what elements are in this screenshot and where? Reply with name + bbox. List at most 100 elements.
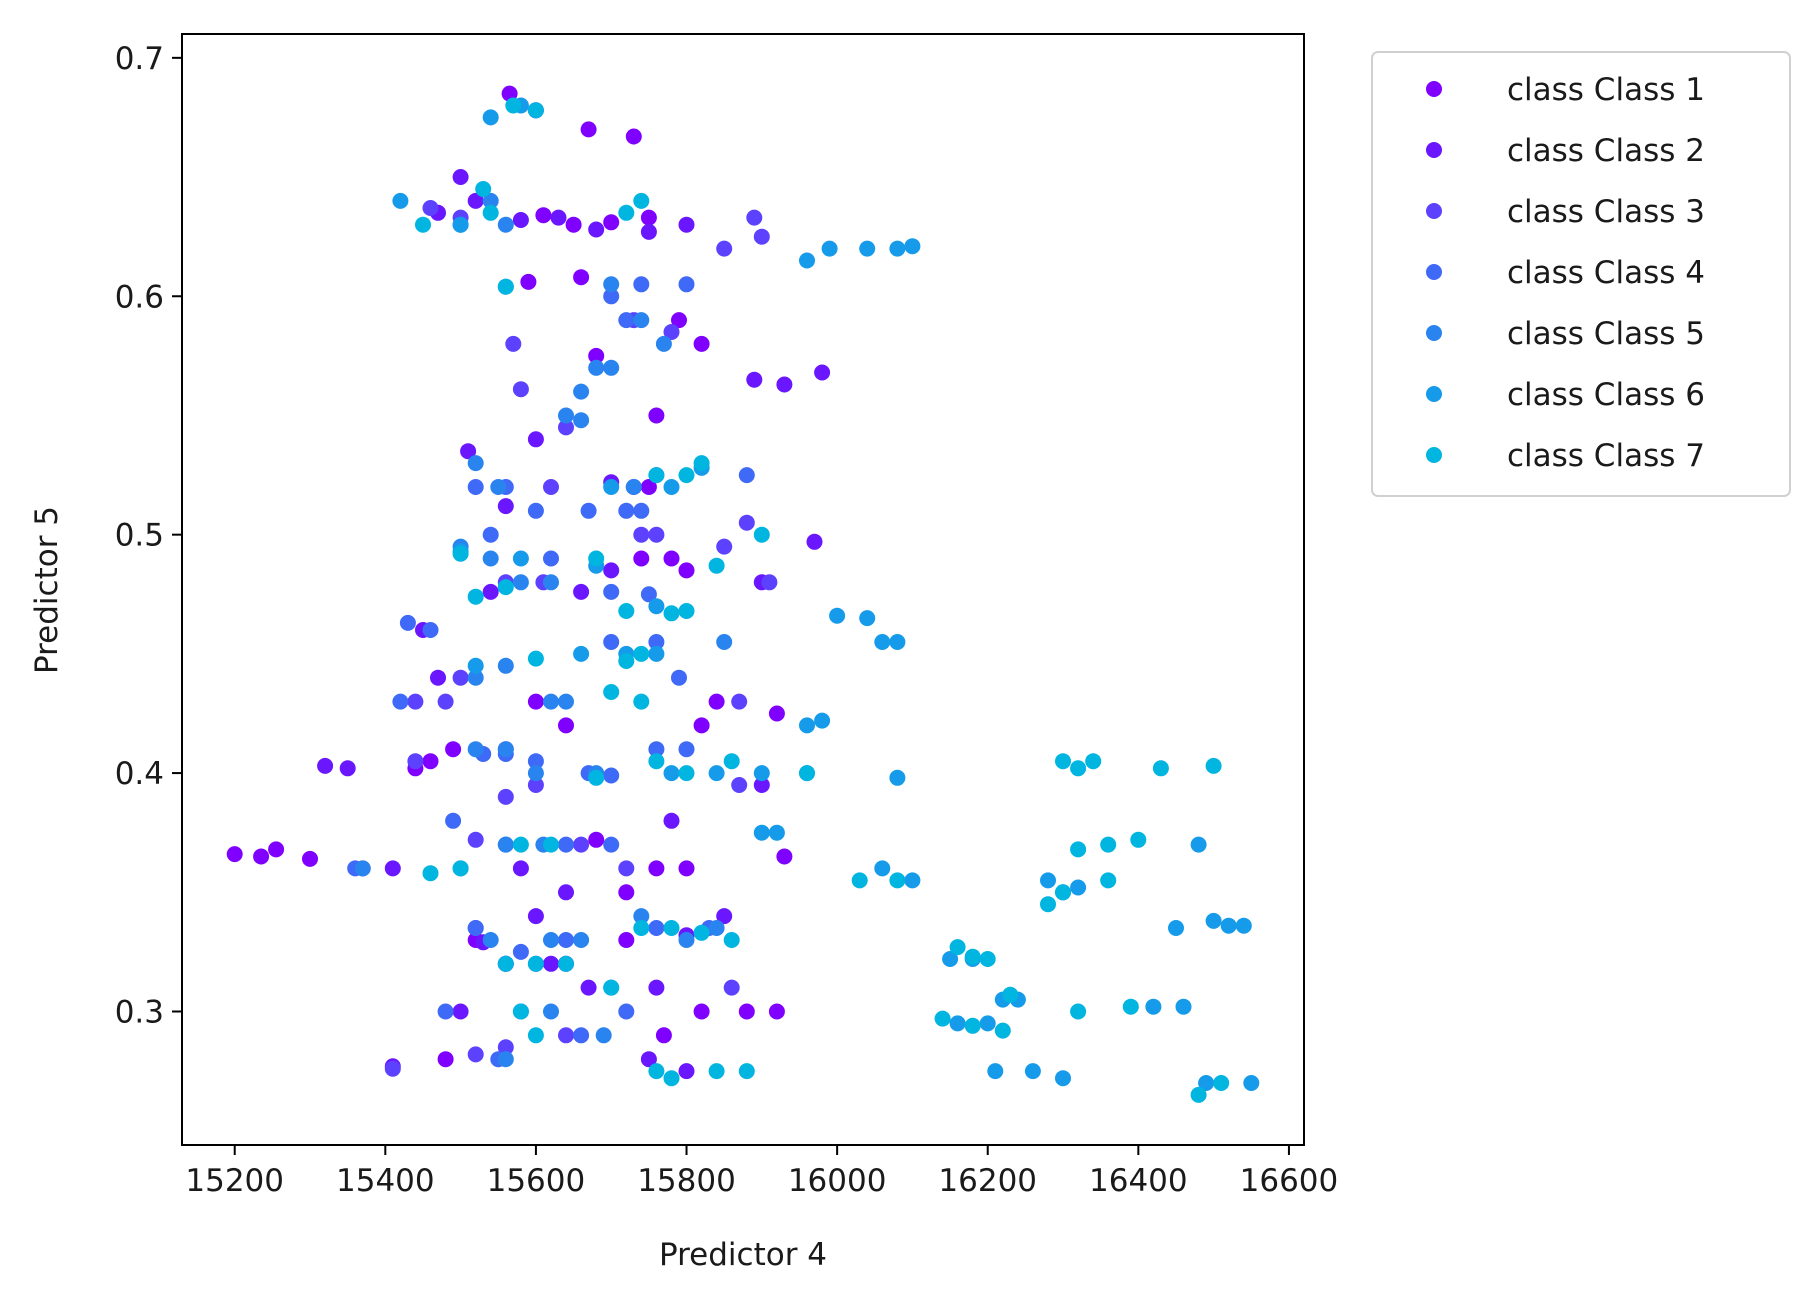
point-class-1-26 — [558, 717, 574, 734]
point-class-3-30 — [384, 1060, 401, 1077]
point-class-7-24 — [633, 693, 650, 710]
point-class-7-13 — [588, 550, 605, 567]
point-class-6-26 — [663, 765, 680, 782]
point-class-4-32 — [678, 276, 695, 293]
point-class-7-57 — [1040, 896, 1056, 913]
point-class-2-6 — [640, 223, 657, 240]
point-class-4-33 — [618, 312, 635, 329]
point-class-4-20 — [603, 767, 620, 784]
point-class-3-16 — [731, 693, 748, 710]
point-class-7-22 — [527, 650, 544, 667]
point-class-6-41 — [1040, 872, 1056, 889]
point-class-1-19 — [633, 550, 650, 567]
point-class-3-29 — [761, 574, 778, 591]
point-class-4-34 — [671, 669, 687, 686]
point-class-7-67 — [1122, 998, 1139, 1015]
point-class-7-71 — [851, 872, 868, 889]
point-class-1-11 — [640, 209, 657, 226]
point-class-7-68 — [1190, 1086, 1207, 1103]
point-class-7-40 — [558, 955, 574, 972]
point-class-6-5 — [821, 240, 838, 257]
point-class-7-37 — [723, 932, 740, 948]
point-class-2-5 — [588, 221, 605, 238]
point-class-6-1 — [482, 109, 499, 126]
point-class-4-15 — [678, 741, 695, 758]
point-class-7-25 — [648, 753, 665, 770]
legend: class Class 1 class Class 2 class Class 3 c… — [1371, 51, 1791, 497]
point-class-6-24 — [799, 717, 815, 734]
point-class-7-53 — [1130, 831, 1147, 848]
point-class-3-28 — [731, 777, 748, 793]
point-class-7-30 — [512, 836, 529, 853]
point-class-7-55 — [964, 948, 981, 965]
point-class-2-18 — [806, 533, 823, 550]
point-class-4-39 — [618, 1003, 635, 1020]
point-class-3-36 — [407, 753, 424, 770]
point-class-5-7 — [655, 335, 672, 352]
point-class-7-6 — [633, 192, 650, 209]
point-class-2-30 — [580, 979, 597, 996]
point-class-6-54 — [1055, 1070, 1071, 1087]
point-class-3-34 — [452, 669, 469, 686]
point-class-7-36 — [693, 924, 710, 941]
x-tick-label-6: 16400 — [1089, 1163, 1188, 1199]
point-class-6-3 — [392, 192, 409, 209]
point-class-7-17 — [663, 605, 680, 622]
x-tick-label-2: 15600 — [487, 1163, 586, 1199]
point-class-1-6 — [580, 121, 597, 138]
point-class-4-9 — [543, 550, 559, 567]
legend-label-class-6: class Class 6 — [1507, 377, 1705, 413]
point-class-1-16 — [588, 347, 605, 364]
point-class-5-21 — [497, 657, 514, 674]
point-class-3-32 — [558, 1027, 574, 1044]
legend-marker-class-2 — [1426, 142, 1442, 158]
point-class-2-38 — [678, 1063, 695, 1080]
point-class-6-43 — [1070, 879, 1087, 896]
point-class-7-66 — [1070, 1003, 1087, 1020]
point-class-5-20 — [467, 669, 484, 686]
point-class-1-35 — [618, 932, 635, 948]
point-class-4-6 — [618, 502, 635, 519]
point-class-3-5 — [505, 335, 522, 352]
point-class-6-30 — [889, 769, 906, 786]
point-class-2-33 — [716, 908, 733, 925]
point-class-5-40 — [716, 634, 733, 650]
point-class-2-9 — [776, 376, 793, 393]
point-class-1-2 — [268, 841, 285, 858]
point-class-7-27 — [723, 753, 740, 770]
point-class-4-3 — [467, 479, 484, 495]
point-class-5-35 — [678, 932, 695, 948]
point-class-7-56 — [979, 951, 996, 967]
point-class-6-40 — [979, 1015, 996, 1032]
point-class-2-1 — [467, 192, 484, 209]
point-class-4-24 — [603, 836, 620, 853]
point-class-3-23 — [573, 836, 590, 853]
point-class-5-38 — [543, 1003, 559, 1020]
point-class-6-27 — [708, 765, 725, 782]
point-class-6-16 — [829, 607, 846, 624]
point-class-7-1 — [527, 102, 544, 119]
point-class-6-4 — [799, 252, 815, 269]
point-class-5-18 — [512, 574, 529, 591]
point-class-1-1 — [253, 848, 270, 865]
point-class-5-8 — [633, 312, 650, 329]
point-class-1-24 — [768, 705, 785, 722]
point-class-6-10 — [663, 479, 680, 495]
point-class-1-42 — [445, 741, 462, 758]
point-class-1-13 — [573, 269, 590, 286]
point-class-7-12 — [497, 579, 514, 596]
point-class-7-65 — [1100, 872, 1117, 889]
y-tick-label-3: 0.6 — [115, 279, 164, 315]
point-class-1-3 — [302, 850, 318, 867]
point-class-7-62 — [1002, 986, 1019, 1003]
point-class-4-12 — [603, 634, 620, 650]
point-class-6-34 — [904, 872, 921, 889]
legend-label-class-2: class Class 2 — [1507, 133, 1705, 169]
point-class-6-19 — [889, 634, 906, 650]
point-class-7-32 — [452, 860, 469, 877]
point-class-4-38 — [573, 1027, 590, 1044]
legend-marker-class-4 — [1426, 264, 1442, 280]
point-class-7-41 — [512, 1003, 529, 1020]
point-class-1-21 — [678, 562, 695, 579]
x-tick-label-3: 15800 — [637, 1163, 736, 1199]
